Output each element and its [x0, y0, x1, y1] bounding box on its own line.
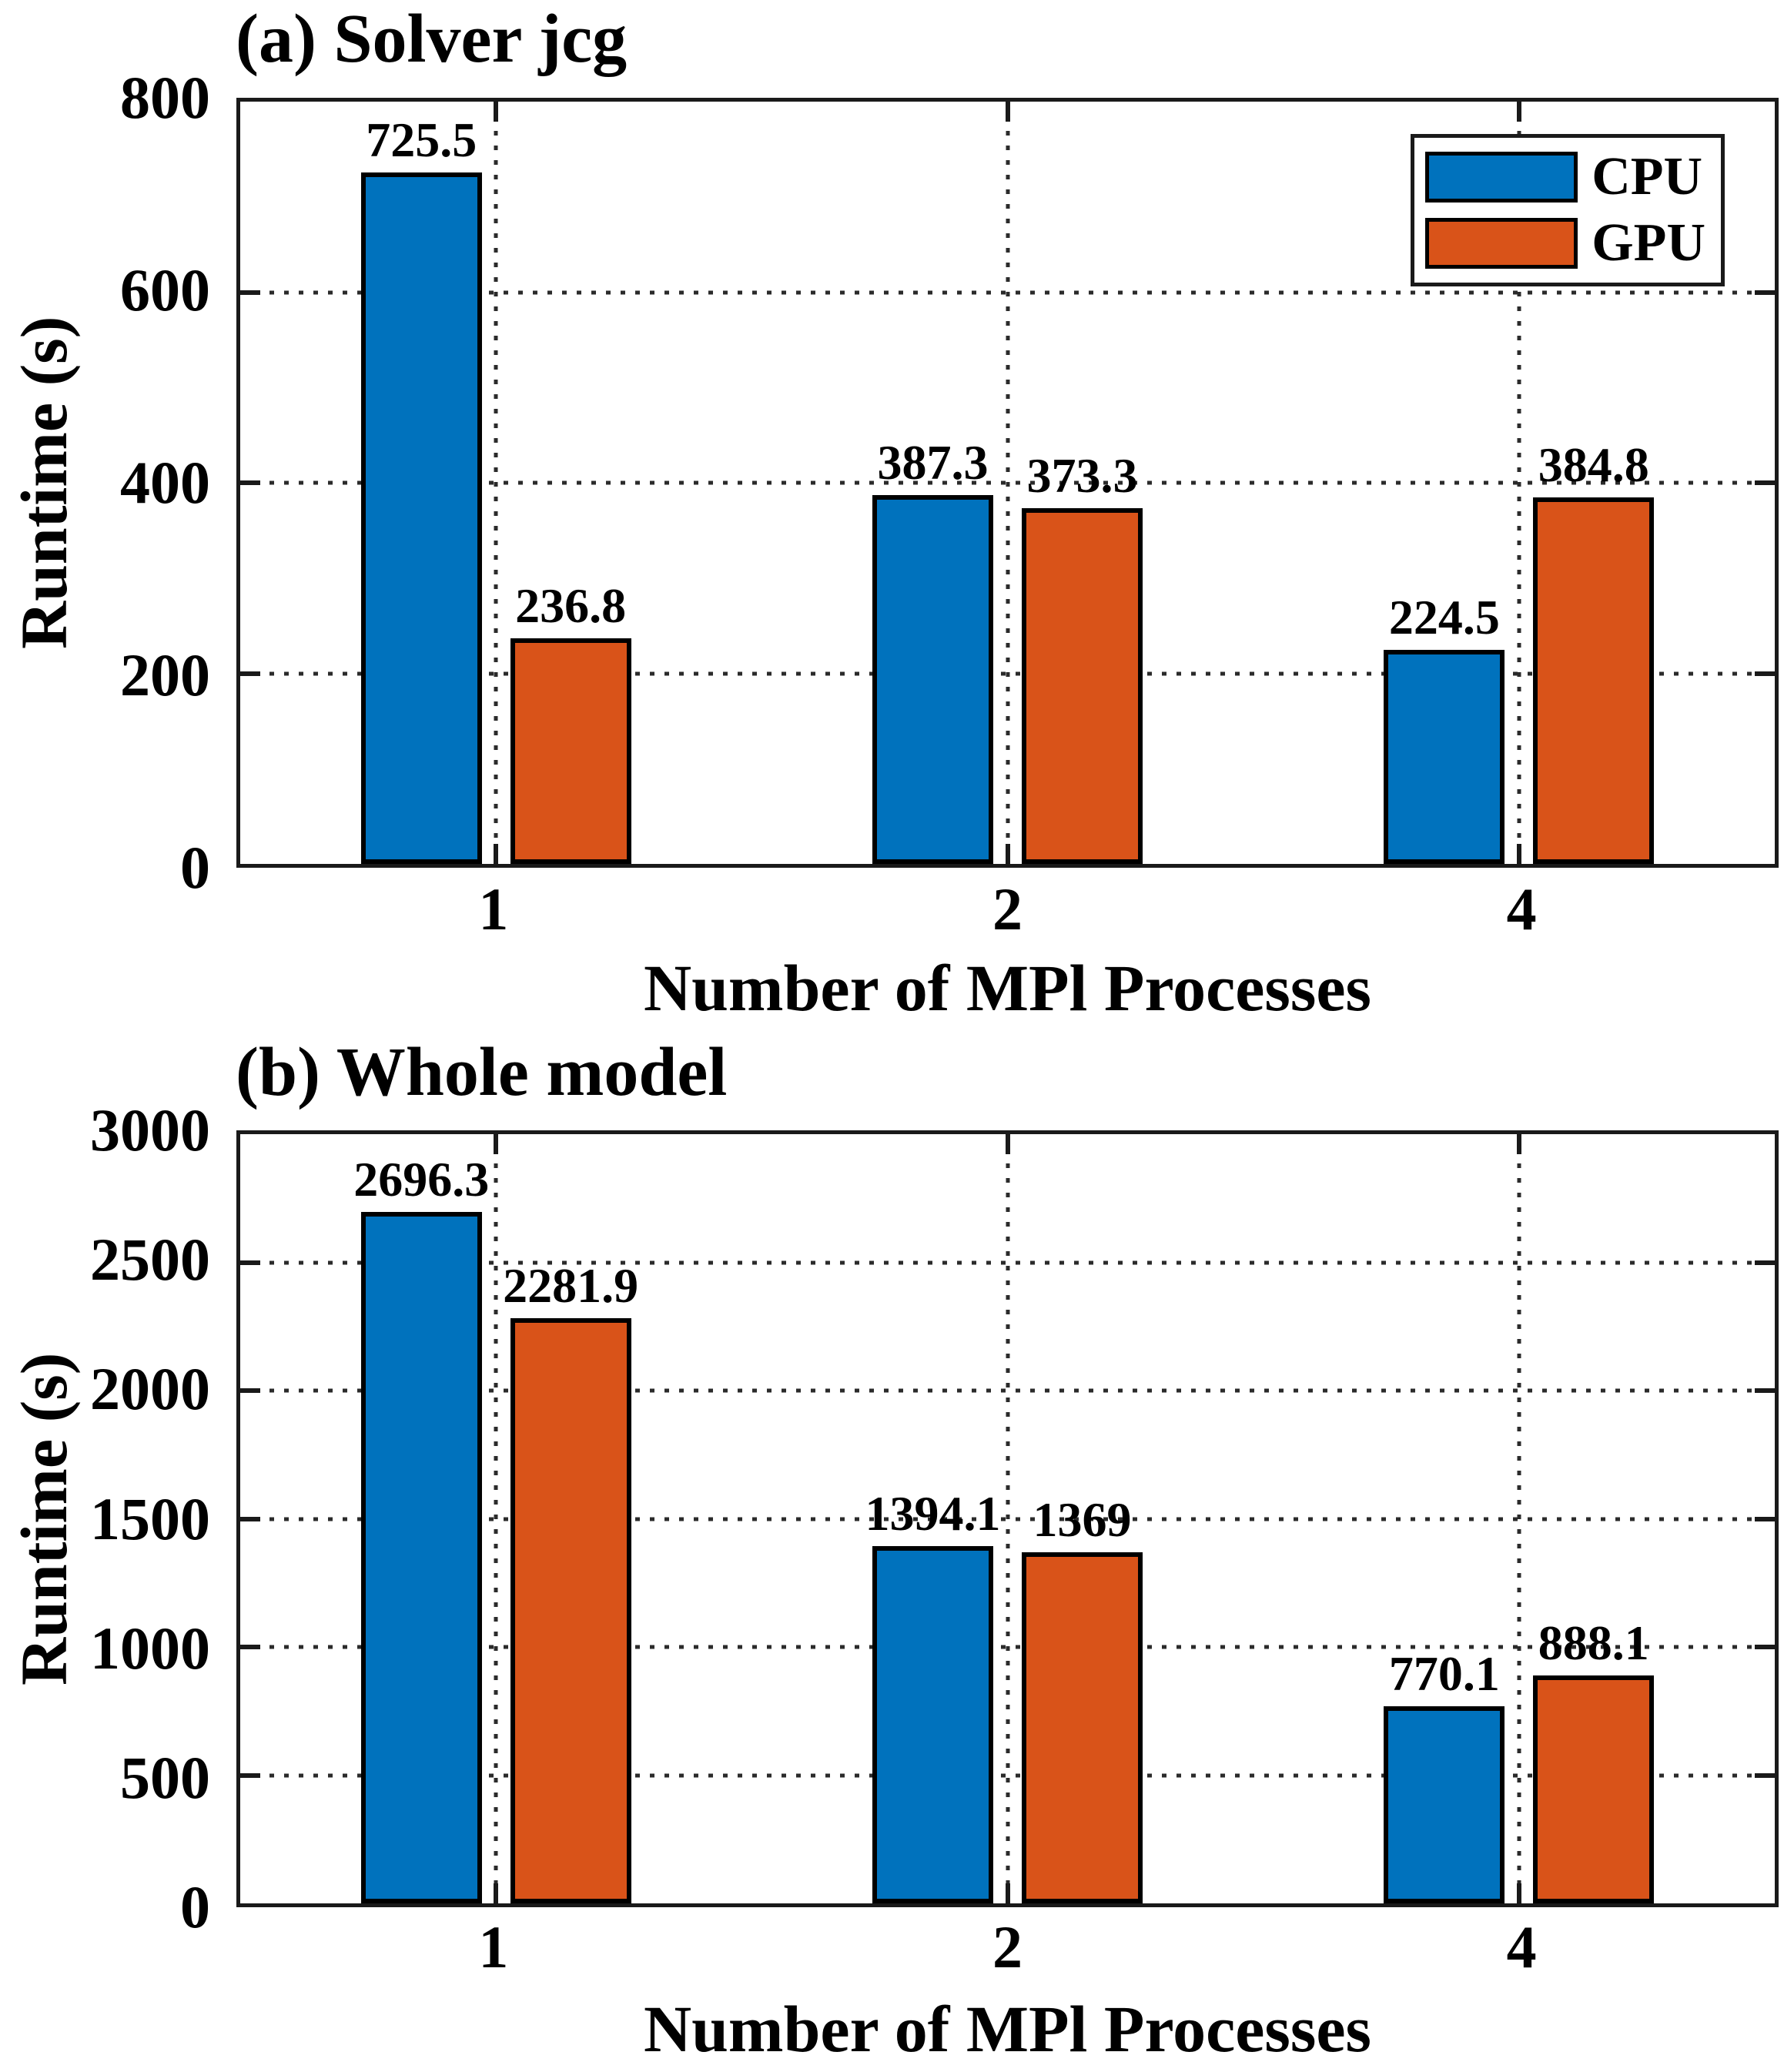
bar-gpu — [1533, 1675, 1655, 1903]
x-tick-mark — [1516, 102, 1521, 122]
y-tick-label: 200 — [120, 641, 210, 708]
bar-value-label: 770.1 — [1388, 1645, 1500, 1701]
x-tick-mark — [1516, 1134, 1521, 1154]
chart-a-plot-area: CPU GPU 725.5 236.8 387.3 373.3 224.5 384.8 — [236, 98, 1779, 868]
x-gridline — [494, 102, 498, 864]
y-tick-mark — [240, 290, 260, 295]
bar-value-label: 1394.1 — [865, 1485, 1001, 1541]
bar-cpu — [360, 172, 482, 864]
y-tick-mark — [1755, 1260, 1775, 1265]
bar-value-label: 888.1 — [1538, 1615, 1649, 1671]
y-tick-label: 400 — [120, 449, 210, 516]
legend-label-cpu: CPU — [1592, 147, 1703, 206]
y-tick-mark — [1755, 480, 1775, 485]
y-tick-label: 500 — [120, 1743, 210, 1811]
bar-cpu — [1384, 650, 1505, 864]
y-tick-mark — [1755, 1645, 1775, 1649]
x-gridline — [494, 1134, 498, 1903]
chart-a-y-tick-labels: 0 200 400 600 800 — [0, 68, 218, 898]
gpu-color-swatch — [1425, 218, 1578, 269]
chart-a-x-axis-label: Number of MPl Processes — [644, 951, 1371, 1025]
bar-value-label: 224.5 — [1388, 590, 1500, 645]
legend: CPU GPU — [1411, 134, 1725, 286]
x-tick-mark — [494, 844, 499, 864]
y-tick-label: 800 — [120, 64, 210, 131]
legend-item-cpu: CPU — [1425, 150, 1705, 204]
y-tick-label: 1500 — [90, 1485, 210, 1552]
y-tick-label: 1000 — [90, 1614, 210, 1682]
y-tick-mark — [1755, 1516, 1775, 1521]
bar-cpu — [360, 1212, 482, 1903]
y-tick-mark — [240, 1260, 260, 1265]
x-tick-mark — [494, 102, 499, 122]
y-tick-mark — [240, 1772, 260, 1778]
y-tick-mark — [1755, 1388, 1775, 1393]
chart-a-title: (a) Solver jcg — [236, 1, 628, 77]
y-tick-mark — [240, 671, 260, 676]
chart-b-x-axis-label: Number of MPl Processes — [644, 1992, 1371, 2066]
y-tick-label: 2500 — [90, 1226, 210, 1294]
bar-value-label: 725.5 — [366, 112, 477, 168]
bar-gpu — [1533, 497, 1655, 864]
bar-cpu — [872, 494, 994, 864]
y-tick-mark — [240, 480, 260, 485]
y-tick-mark — [240, 1516, 260, 1521]
bar-value-label: 1369 — [1033, 1492, 1132, 1548]
bar-value-label: 373.3 — [1026, 448, 1138, 504]
x-tick-mark — [494, 1883, 499, 1903]
bar-value-label: 384.8 — [1538, 437, 1649, 492]
bar-cpu — [1384, 1705, 1505, 1903]
x-tick-label: 2 — [992, 875, 1023, 942]
y-tick-label: 2000 — [90, 1355, 210, 1423]
x-gridline — [1517, 1134, 1521, 1903]
x-tick-label: 4 — [1506, 875, 1537, 942]
bar-cpu — [872, 1545, 994, 1903]
bar-gpu — [510, 1318, 631, 1903]
y-tick-mark — [240, 1645, 260, 1649]
y-tick-label: 0 — [180, 834, 210, 901]
x-tick-mark — [1005, 1883, 1010, 1903]
y-tick-label: 3000 — [90, 1096, 210, 1163]
legend-item-gpu: GPU — [1425, 216, 1705, 270]
y-tick-label: 600 — [120, 256, 210, 323]
bar-value-label: 2696.3 — [353, 1152, 490, 1207]
x-tick-mark — [1005, 844, 1010, 864]
bar-value-label: 387.3 — [877, 434, 989, 490]
y-tick-label: 0 — [180, 1873, 210, 1940]
bar-value-label: 2281.9 — [503, 1258, 639, 1314]
y-tick-mark — [1755, 671, 1775, 676]
x-tick-label: 2 — [992, 1913, 1023, 1980]
x-gridline — [1006, 1134, 1009, 1903]
x-tick-mark — [1516, 1883, 1521, 1903]
y-tick-mark — [1755, 290, 1775, 295]
bar-gpu — [1021, 1552, 1143, 1903]
x-gridline — [1006, 102, 1009, 864]
x-tick-mark — [1005, 102, 1010, 122]
chart-b-y-tick-labels: 0 500 1000 1500 2000 2500 3000 — [0, 1100, 218, 1937]
chart-b-plot-area: 2696.3 2281.9 1394.1 1369 770.1 888.1 — [236, 1130, 1779, 1907]
x-tick-label: 4 — [1506, 1913, 1537, 1980]
bar-value-label: 236.8 — [515, 577, 627, 633]
legend-label-gpu: GPU — [1592, 213, 1705, 273]
y-tick-mark — [1755, 1772, 1775, 1778]
x-tick-label: 1 — [478, 1913, 509, 1980]
bar-gpu — [1021, 508, 1143, 864]
x-tick-mark — [494, 1134, 499, 1154]
x-tick-mark — [1516, 844, 1521, 864]
cpu-color-swatch — [1425, 152, 1578, 203]
x-gridline — [1517, 102, 1521, 864]
x-tick-label: 1 — [478, 875, 509, 942]
bar-gpu — [510, 638, 631, 864]
chart-b-title: (b) Whole model — [236, 1034, 728, 1110]
y-tick-mark — [240, 1388, 260, 1393]
x-tick-mark — [1005, 1134, 1010, 1154]
